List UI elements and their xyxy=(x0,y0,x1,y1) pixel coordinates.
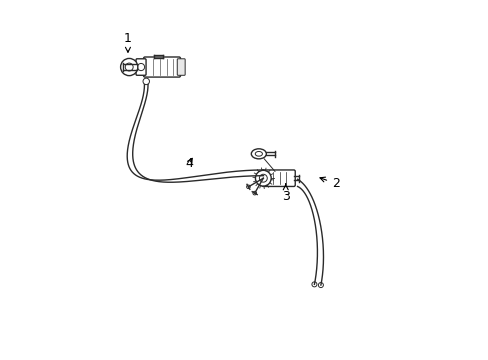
FancyBboxPatch shape xyxy=(177,59,185,75)
Circle shape xyxy=(142,78,149,85)
Circle shape xyxy=(125,63,133,71)
FancyBboxPatch shape xyxy=(143,57,180,77)
Circle shape xyxy=(259,174,267,182)
Circle shape xyxy=(311,282,316,287)
Text: 2: 2 xyxy=(319,177,339,190)
Circle shape xyxy=(255,170,271,186)
Ellipse shape xyxy=(251,149,266,159)
Text: 1: 1 xyxy=(124,32,132,52)
Ellipse shape xyxy=(255,152,262,156)
Circle shape xyxy=(137,63,144,71)
Text: 3: 3 xyxy=(281,184,289,203)
Circle shape xyxy=(121,58,138,76)
Circle shape xyxy=(246,185,250,189)
Circle shape xyxy=(318,283,323,288)
FancyBboxPatch shape xyxy=(136,59,146,75)
Circle shape xyxy=(252,191,256,195)
Text: 4: 4 xyxy=(184,157,192,170)
FancyBboxPatch shape xyxy=(262,170,295,186)
